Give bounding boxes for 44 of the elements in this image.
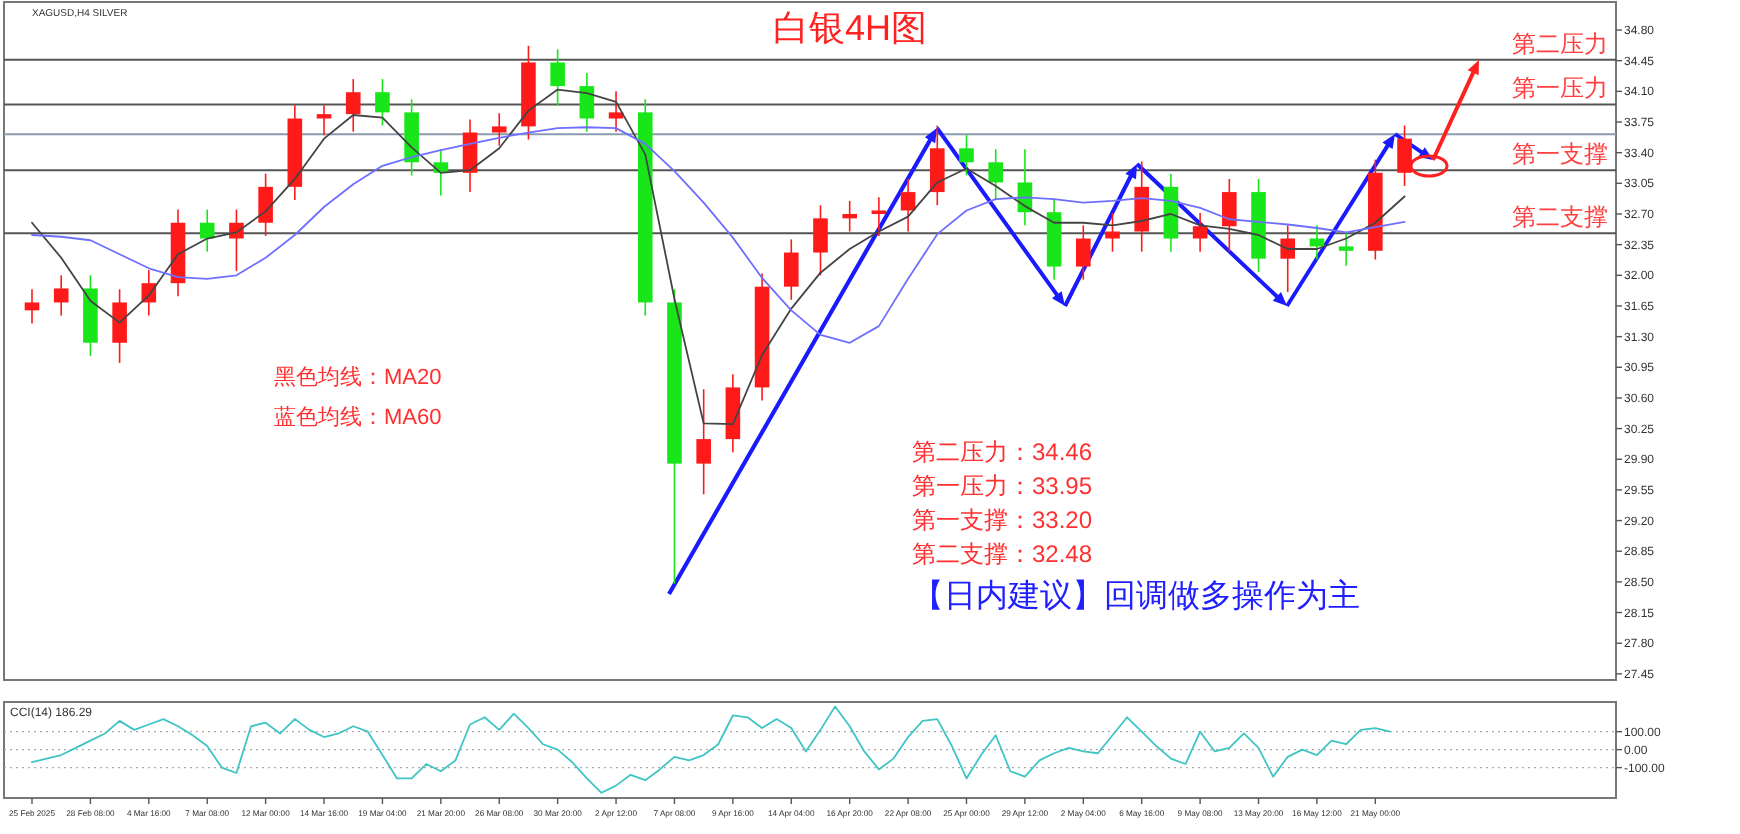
ref-line-label: 第二支撑 <box>1512 203 1608 232</box>
candlestick <box>929 124 945 207</box>
candlestick <box>375 78 390 127</box>
candlestick <box>813 204 828 277</box>
candlestick <box>1397 124 1412 187</box>
candlestick <box>1105 212 1120 253</box>
candlestick <box>842 200 857 233</box>
candlestick <box>1134 160 1150 253</box>
candlestick <box>1280 224 1296 293</box>
candlestick <box>53 274 69 317</box>
candlestick <box>316 104 332 136</box>
candlestick <box>1222 178 1237 253</box>
candlestick <box>24 288 40 325</box>
candlestick <box>345 78 361 133</box>
ref-line-label: 第一支撑 <box>1512 140 1608 169</box>
ref-line-label: 第二压力 <box>1512 29 1608 58</box>
candlestick <box>199 208 215 253</box>
candlestick <box>258 172 273 237</box>
annotation: 第一压力：33.95 <box>912 472 1093 500</box>
annotation: 第一支撑：33.20 <box>912 506 1093 534</box>
candlestick <box>491 112 507 147</box>
candlestick <box>550 48 565 107</box>
annotation: 第二压力：34.46 <box>912 438 1093 466</box>
chart-title: 白银4H图 <box>772 8 928 48</box>
candlestick <box>696 388 711 496</box>
annotation: 第二支撑：32.48 <box>912 540 1093 568</box>
candlestick <box>608 90 624 133</box>
candlestick <box>579 72 595 133</box>
candlestick <box>783 238 799 301</box>
candlestick <box>1076 224 1091 281</box>
candlestick <box>959 134 974 177</box>
line-series <box>31 126 1406 344</box>
annotation: 黑色均线：MA20 <box>274 364 442 390</box>
candlestick <box>1338 232 1354 267</box>
candlestick <box>871 196 887 237</box>
candlestick <box>900 178 916 233</box>
annotation: 【日内建议】回调做多操作为主 <box>912 578 1360 614</box>
line-series <box>31 88 1406 426</box>
annotation: 蓝色均线：MA60 <box>274 404 442 430</box>
ref-line-label: 第一压力 <box>1512 74 1608 103</box>
candlestick <box>229 208 244 272</box>
candlestick <box>1192 212 1208 253</box>
candlestick <box>112 288 127 364</box>
candlestick <box>988 148 1003 201</box>
